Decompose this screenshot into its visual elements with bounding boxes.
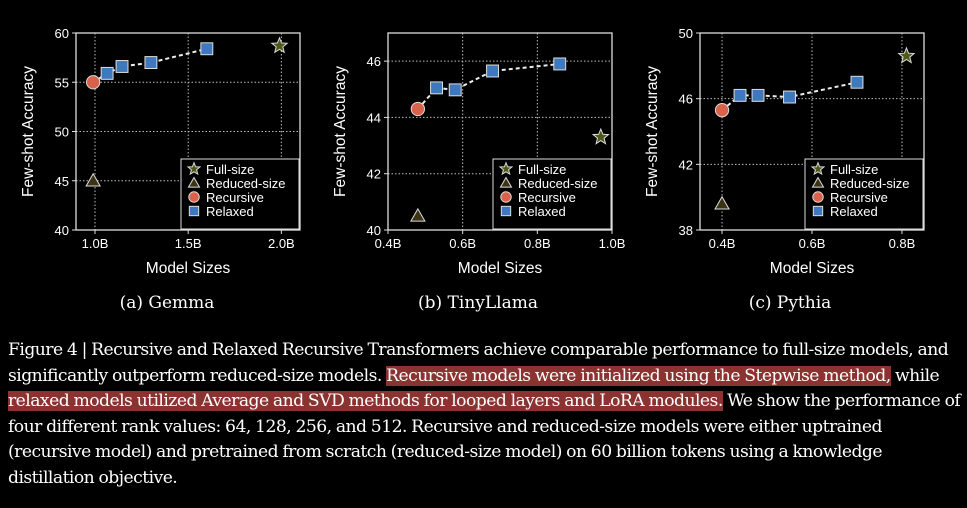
point-relaxed: [850, 75, 864, 89]
legend-marker-recursive: [500, 191, 512, 203]
x-tick-label: 0.8B: [524, 236, 551, 251]
y-axis-label: Few-shot Accuracy: [644, 66, 661, 197]
point-relaxed: [733, 88, 747, 102]
y-tick-label: 46: [679, 92, 693, 107]
chart-tinyllama: 0.4B 0.6B 0.8B 1.0B 40 42 44 46 Model Sizes Few-s…: [332, 32, 626, 277]
point-relaxed: [448, 83, 462, 97]
legend-label-reduced-size: Reduced-size: [518, 176, 598, 191]
point-recursive: [410, 101, 426, 117]
point-reduced-size: [410, 207, 426, 222]
subcaption-gemma: (a) Gemma: [119, 293, 215, 313]
legend-marker-relaxed: [188, 205, 200, 217]
y-tick-label: 40: [367, 223, 381, 238]
legend-label-reduced-size: Reduced-size: [830, 176, 910, 191]
legend-marker-full-size: [498, 161, 514, 176]
point-relaxed: [430, 81, 443, 95]
chart-gemma: 1.0B 1.5B 2.0B 40 45 50 55 60 Model Sizes Few-sho…: [20, 26, 301, 277]
point-full-size: [270, 36, 289, 54]
point-recursive: [85, 75, 101, 90]
x-tick-label: 0.4B: [375, 236, 402, 251]
x-tick-label: 1.5B: [175, 236, 202, 251]
x-axis-label: Model Sizes: [770, 260, 855, 277]
figure-caption: Figure 4 | Recursive and Relaxed Recursi…: [8, 338, 963, 491]
point-relaxed: [486, 64, 499, 78]
y-tick-label: 38: [679, 223, 693, 238]
point-relaxed: [144, 56, 158, 69]
point-relaxed: [553, 57, 567, 71]
legend-label-recursive: Recursive: [830, 190, 888, 205]
x-tick-label: 1.0B: [82, 236, 109, 251]
legend-marker-reduced-size: [499, 176, 513, 188]
caption-text-1: Figure 4 | Recursive and Relaxed Recursi…: [8, 340, 949, 386]
x-tick-label: 0.4B: [709, 236, 736, 251]
x-axis-label: Model Sizes: [458, 260, 543, 277]
x-tick-label: 0.6B: [449, 236, 476, 251]
caption-text-3: We show the performance of four differen…: [8, 391, 961, 488]
legend-label-recursive: Recursive: [518, 190, 576, 205]
legend-box: [492, 158, 612, 230]
caption-highlight-1: Recursive models were initialized using …: [386, 365, 891, 386]
legend-label-relaxed: Relaxed: [206, 204, 254, 219]
y-tick-label: 45: [55, 174, 69, 189]
y-tick-label: 50: [55, 125, 69, 140]
y-tick-label: 50: [679, 26, 693, 41]
legend-box: [180, 158, 300, 230]
point-reduced-size: [85, 172, 102, 187]
legend-label-reduced-size: Reduced-size: [206, 176, 286, 191]
y-tick-label: 42: [367, 167, 381, 182]
point-relaxed: [200, 42, 214, 56]
legend-marker-relaxed: [500, 205, 512, 217]
x-tick-label: 0.8B: [889, 236, 916, 251]
plot-frame: [387, 32, 613, 231]
y-tick-label: 55: [55, 75, 69, 90]
caption-text-2: while: [890, 365, 940, 386]
point-relaxed: [115, 60, 129, 73]
legend-box: [804, 158, 924, 230]
legend-marker-full-size: [186, 161, 202, 176]
y-axis-label: Few-shot Accuracy: [332, 66, 349, 197]
subcaption-pythia: (c) Pythia: [748, 293, 832, 313]
y-tick-label: 44: [367, 110, 381, 125]
point-full-size: [591, 127, 610, 145]
legend-label-relaxed: Relaxed: [830, 204, 878, 219]
point-relaxed: [783, 90, 796, 104]
point-full-size: [897, 46, 916, 64]
legend-label-full-size: Full-size: [830, 162, 878, 177]
subcaption-tinyllama: (b) TinyLlama: [418, 293, 538, 313]
point-reduced-size: [714, 195, 730, 210]
legend-label-full-size: Full-size: [206, 162, 254, 177]
y-tick-label: 42: [679, 157, 693, 172]
x-tick-label: 2.0B: [268, 236, 295, 251]
caption-highlight-2: relaxed models utilized Average and SVD …: [8, 391, 723, 411]
legend-marker-reduced-size: [187, 176, 201, 188]
point-recursive: [714, 103, 730, 118]
x-tick-label: 1.0B: [599, 236, 626, 251]
legend-label-relaxed: Relaxed: [518, 204, 566, 219]
point-relaxed: [100, 66, 114, 80]
legend-marker-recursive: [812, 191, 824, 203]
y-tick-label: 46: [367, 54, 381, 69]
legend-label-recursive: Recursive: [206, 190, 264, 205]
legend-marker-reduced-size: [811, 176, 825, 188]
legend-label-full-size: Full-size: [518, 162, 566, 177]
y-axis-label: Few-shot Accuracy: [20, 66, 37, 197]
legend-marker-relaxed: [812, 205, 824, 217]
y-tick-label: 60: [55, 26, 69, 41]
legend-marker-recursive: [188, 191, 200, 203]
y-tick-label: 40: [55, 223, 69, 238]
x-axis-label: Model Sizes: [146, 260, 231, 277]
point-relaxed: [751, 88, 765, 102]
x-tick-label: 0.6B: [799, 236, 826, 251]
legend-marker-full-size: [810, 161, 826, 176]
chart-pythia: 0.4B 0.6B 0.8B 38 42 46 50 Model Sizes Few-shot …: [644, 26, 925, 277]
